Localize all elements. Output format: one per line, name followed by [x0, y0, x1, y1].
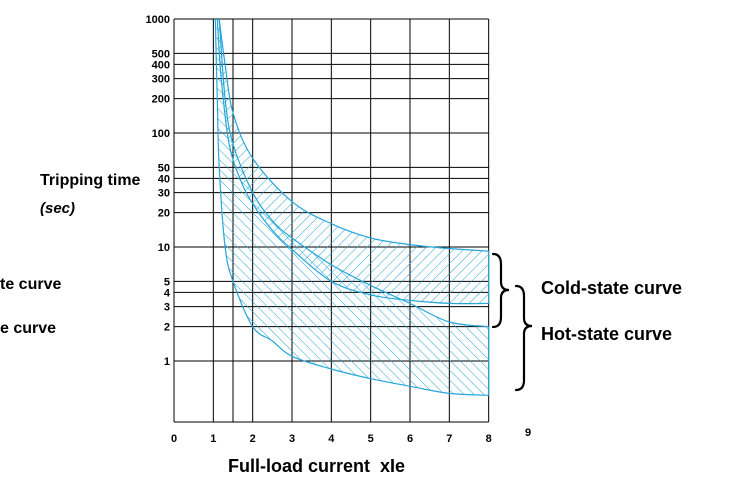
- y-tick-label: 3: [164, 302, 170, 314]
- x-tick-label: 3: [289, 433, 295, 445]
- x-tick-label: 5: [368, 433, 374, 445]
- x-tick-label: 8: [486, 433, 492, 445]
- x-tick-label: 1: [210, 433, 216, 445]
- y-tick-label: 500: [152, 48, 170, 60]
- cold-state-brace: [491, 252, 510, 329]
- y-tick-label: 30: [158, 188, 170, 200]
- y-axis-unit: (sec): [40, 200, 75, 217]
- y-axis-title: Tripping time: [40, 172, 141, 189]
- y-tick-label: 200: [152, 94, 170, 106]
- x-tick-label: 4: [328, 433, 335, 445]
- x-tick-label: 7: [446, 433, 452, 445]
- x-tick-label: 9: [525, 427, 531, 439]
- band-layer: [214, 18, 490, 396]
- x-tick-label: 6: [407, 433, 413, 445]
- legend-cold-state: Cold-state curve: [541, 278, 682, 298]
- hot-state-brace: [514, 284, 533, 392]
- y-tick-label: 10: [158, 242, 170, 254]
- y-tick-label: 20: [158, 208, 170, 220]
- y-tick-label: 40: [158, 173, 170, 185]
- x-axis-title: Full-load current xIe: [228, 456, 405, 476]
- y-tick-label: 100: [152, 128, 170, 140]
- x-tick-labels: 0 1 2 3 4 5 6 7 8 9: [171, 427, 531, 445]
- x-tick-label: 0: [171, 433, 177, 445]
- band-fill-hot: [215, 19, 489, 396]
- x-tick-label: 2: [250, 433, 256, 445]
- band-upper-cold: [218, 18, 489, 252]
- y-tick-label: 300: [152, 74, 170, 86]
- band-lower-hot: [214, 18, 489, 396]
- y-tick-label: 1: [164, 356, 170, 368]
- y-tick-label: 2: [164, 322, 170, 334]
- band-upper-hot: [218, 18, 489, 328]
- y-tick-label: 1000: [146, 14, 170, 26]
- y-tick-label: 50: [158, 162, 170, 174]
- y-tick-label: 5: [164, 276, 170, 288]
- legend-hot-state: Hot-state curve: [541, 324, 672, 344]
- y-tick-label: 400: [152, 59, 170, 71]
- cropped-label-left-1: te curve: [0, 276, 61, 293]
- y-tick-label: 4: [164, 287, 171, 299]
- cropped-label-left-2: e curve: [0, 320, 56, 337]
